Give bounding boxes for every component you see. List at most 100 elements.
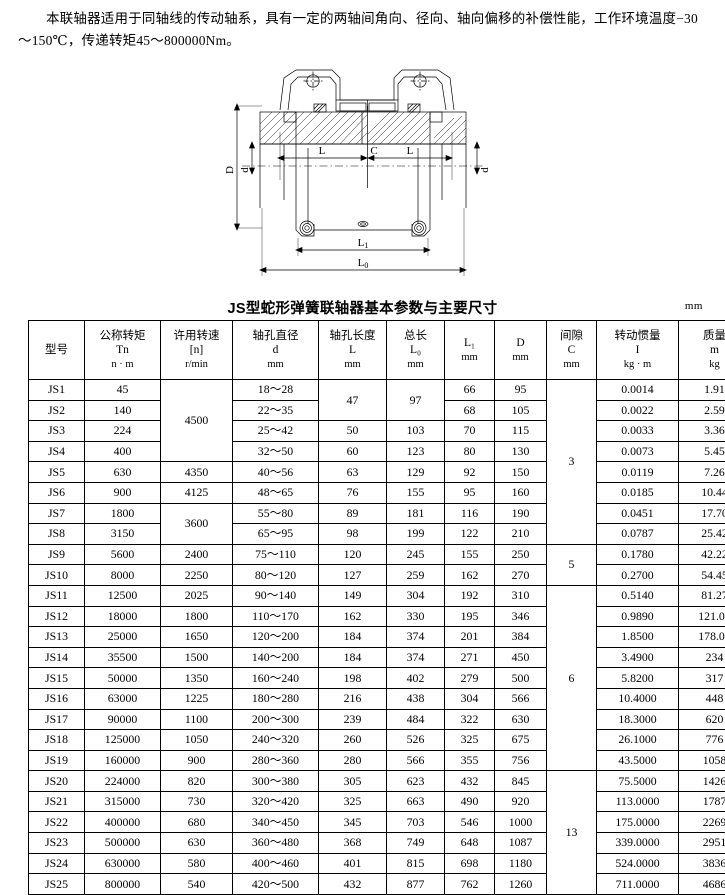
cell-speed: 2400 — [161, 544, 233, 565]
header-unit: mm — [234, 358, 317, 371]
cell-bore-diameter: 90～140 — [233, 585, 319, 606]
cell-bore-length: 63 — [319, 462, 387, 483]
label-D: D — [224, 166, 236, 174]
cell-model: JS2 — [29, 400, 85, 421]
cell-model: JS15 — [29, 668, 85, 689]
cell-speed: 4500 — [161, 380, 233, 462]
cell-mass: 448 — [679, 688, 725, 709]
cell-total-length: 97 — [387, 380, 445, 421]
cell-model: JS22 — [29, 812, 85, 833]
cell-speed: 1500 — [161, 647, 233, 668]
header-unit: mm — [388, 358, 443, 371]
cell-bore-length: 216 — [319, 688, 387, 709]
cell-torque: 63000 — [85, 688, 161, 709]
cell-inertia: 0.5140 — [597, 585, 679, 606]
cell-torque: 45 — [85, 380, 161, 401]
cell-speed: 4350 — [161, 462, 233, 483]
cell-l1: 92 — [445, 462, 495, 483]
header-symbol: Tn — [86, 343, 159, 358]
cell-l1: 304 — [445, 688, 495, 709]
cell-mass: 620 — [679, 709, 725, 730]
cell-inertia: 0.9890 — [597, 606, 679, 627]
header-name: 型号 — [30, 343, 83, 358]
cell-outer-diameter: 1180 — [495, 853, 547, 874]
cell-speed: 900 — [161, 750, 233, 771]
cell-inertia: 0.1780 — [597, 544, 679, 565]
cell-inertia: 43.5000 — [597, 750, 679, 771]
cell-outer-diameter: 95 — [495, 380, 547, 401]
cell-outer-diameter: 160 — [495, 482, 547, 503]
header-symbol: I — [598, 343, 677, 358]
cell-outer-diameter: 384 — [495, 627, 547, 648]
header-name: 总长 — [388, 329, 443, 344]
cell-bore-length: 280 — [319, 750, 387, 771]
cell-mass: 5.45 — [679, 441, 725, 462]
cell-torque: 125000 — [85, 730, 161, 751]
cell-l1: 192 — [445, 585, 495, 606]
cell-model: JS10 — [29, 565, 85, 586]
cell-torque: 3150 — [85, 524, 161, 545]
header-symbol: L₀ — [388, 343, 443, 358]
cell-mass: 7.26 — [679, 462, 725, 483]
label-L-right: L — [407, 145, 414, 157]
cell-outer-diameter: 675 — [495, 730, 547, 751]
cell-model: JS12 — [29, 606, 85, 627]
coupling-cross-section-drawing: D d d L C L L1 L0 — [222, 48, 512, 293]
cell-torque: 224 — [85, 421, 161, 442]
cell-mass: 1058 — [679, 750, 725, 771]
cell-bore-diameter: 22～35 — [233, 400, 319, 421]
cell-l1: 648 — [445, 833, 495, 854]
cell-speed: 3600 — [161, 503, 233, 544]
cell-speed: 820 — [161, 771, 233, 792]
cell-inertia: 0.0119 — [597, 462, 679, 483]
crosshair-marker-left — [304, 72, 323, 91]
cell-model: JS25 — [29, 874, 85, 895]
cell-total-length: 123 — [387, 441, 445, 462]
cell-bore-diameter: 32～50 — [233, 441, 319, 462]
cell-model: JS11 — [29, 585, 85, 606]
cell-inertia: 711.0000 — [597, 874, 679, 895]
cell-mass: 17.70 — [679, 503, 725, 524]
cell-outer-diameter: 1000 — [495, 812, 547, 833]
cell-total-length: 815 — [387, 853, 445, 874]
header-name: 许用转速 — [162, 329, 231, 344]
cell-model: JS9 — [29, 544, 85, 565]
header-unit: mm — [446, 351, 493, 364]
cell-model: JS24 — [29, 853, 85, 874]
cell-l1: 325 — [445, 730, 495, 751]
cell-outer-diameter: 630 — [495, 709, 547, 730]
header-symbol: m — [680, 343, 725, 358]
cell-torque: 25000 — [85, 627, 161, 648]
cell-bore-diameter: 160～240 — [233, 668, 319, 689]
cell-total-length: 129 — [387, 462, 445, 483]
cell-outer-diameter: 1087 — [495, 833, 547, 854]
cell-inertia: 0.2700 — [597, 565, 679, 586]
cell-bore-diameter: 300～380 — [233, 771, 319, 792]
cell-model: JS16 — [29, 688, 85, 709]
cell-gap: 5 — [547, 544, 597, 585]
cell-inertia: 524.0000 — [597, 853, 679, 874]
cell-model: JS8 — [29, 524, 85, 545]
header-symbol: C — [548, 343, 595, 358]
header-name: 间隙 — [548, 329, 595, 344]
cell-total-length: 304 — [387, 585, 445, 606]
cell-bore-diameter: 340～450 — [233, 812, 319, 833]
cell-l1: 762 — [445, 874, 495, 895]
cell-inertia: 18.3000 — [597, 709, 679, 730]
label-L-left: L — [319, 145, 326, 157]
cell-inertia: 10.4000 — [597, 688, 679, 709]
cell-mass: 234 — [679, 647, 725, 668]
cell-torque: 400 — [85, 441, 161, 462]
